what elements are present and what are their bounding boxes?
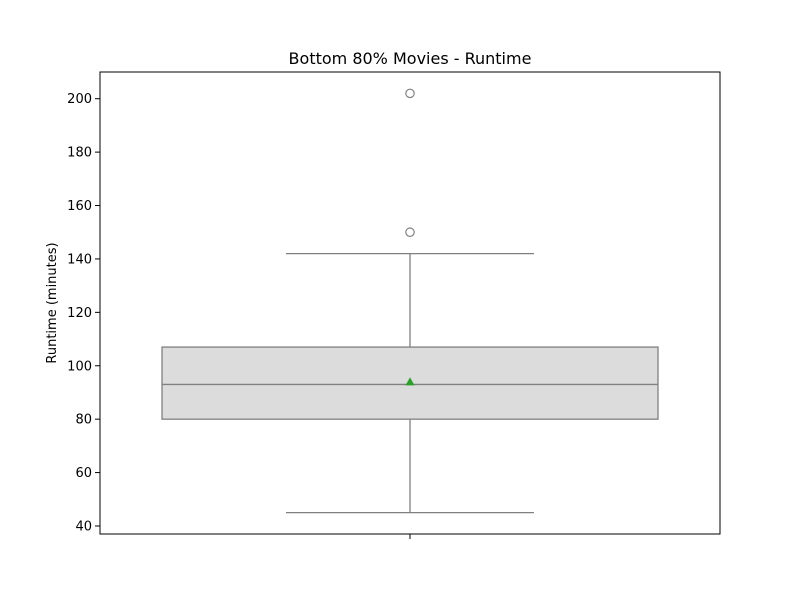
plot-frame: [99, 71, 721, 535]
y-tick-label: 60: [75, 466, 92, 481]
y-tick-label: 200: [67, 92, 92, 107]
chart-title: Bottom 80% Movies - Runtime: [289, 49, 532, 68]
y-tick-label: 40: [75, 519, 92, 534]
y-tick-label: 80: [75, 413, 92, 428]
y-tick-label: 180: [67, 146, 92, 161]
outlier-point: [405, 88, 415, 99]
plot-area: 40 60 80 100 120 140 160 180 200: [67, 88, 659, 539]
y-tick-label: 100: [67, 359, 92, 374]
y-tick-label: 140: [67, 252, 92, 267]
y-tick-label: 160: [67, 199, 92, 214]
y-axis-label: Runtime (minutes): [45, 242, 60, 363]
y-tick-label: 120: [67, 306, 92, 321]
outlier-point: [405, 227, 415, 238]
mean-marker: [405, 377, 415, 386]
